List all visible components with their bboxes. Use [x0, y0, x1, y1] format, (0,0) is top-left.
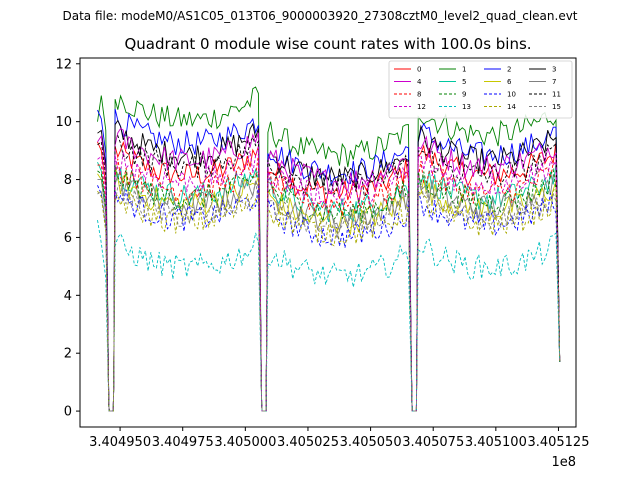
data-file-label: Data file: modeM0/AS1C05_013T06_90000039… [62, 9, 577, 23]
series-line-12 [97, 146, 561, 412]
series-line-11 [97, 135, 561, 412]
legend-label-1: 1 [462, 66, 466, 74]
series-line-7 [97, 169, 561, 412]
series-line-0 [97, 140, 561, 412]
x-tick-label: 3.405025 [277, 435, 339, 450]
x-tick-label: 3.404975 [152, 435, 214, 450]
legend-label-4: 4 [417, 78, 422, 86]
x-tick-label: 3.405000 [214, 435, 276, 450]
series-line-15 [97, 180, 561, 412]
legend-label-13: 13 [462, 103, 471, 111]
series-line-1 [97, 86, 561, 412]
legend-label-11: 11 [552, 91, 561, 99]
legend-label-6: 6 [507, 78, 512, 86]
series-line-14 [97, 187, 561, 412]
x-offset-label: 1e8 [551, 455, 576, 470]
legend-frame [388, 60, 573, 119]
series-line-9 [97, 164, 561, 412]
series-line-3 [97, 119, 561, 412]
legend-label-12: 12 [417, 103, 426, 111]
y-tick-label: 0 [64, 405, 72, 420]
y-tick-label: 2 [64, 347, 72, 362]
legend-label-5: 5 [462, 78, 466, 86]
plot-area-frame [79, 57, 577, 428]
legend-label-2: 2 [507, 66, 511, 74]
y-tick-label: 8 [64, 173, 72, 188]
legend-label-0: 0 [417, 66, 421, 74]
x-tick-label: 3.405050 [340, 435, 402, 450]
legend-label-14: 14 [507, 103, 516, 111]
y-tick-label: 12 [55, 57, 72, 72]
legend-label-7: 7 [552, 78, 556, 86]
axis-layer: 3.404950 3.404975 3.405000 3.405025 3.405050… [55, 57, 589, 450]
legend-label-8: 8 [417, 91, 421, 99]
series-line-6 [97, 166, 561, 412]
x-tick-label: 3.405100 [465, 435, 527, 450]
legend-label-15: 15 [552, 103, 561, 111]
y-tick-label: 6 [64, 231, 72, 246]
x-tick-label: 3.404950 [89, 435, 151, 450]
chart-title: Quadrant 0 module wise count rates with … [124, 35, 531, 53]
series-line-2 [97, 108, 561, 412]
y-tick-label: 10 [55, 115, 72, 130]
series-line-4 [97, 127, 561, 412]
x-tick-label: 3.405125 [527, 435, 589, 450]
x-tick-label: 3.405075 [402, 435, 464, 450]
legend-label-3: 3 [552, 66, 556, 74]
series-layer [97, 86, 561, 412]
legend-label-9: 9 [462, 91, 466, 99]
series-line-13 [97, 220, 561, 412]
y-tick-label: 4 [64, 289, 72, 304]
series-line-5 [97, 162, 561, 412]
legend-label-10: 10 [507, 91, 516, 99]
